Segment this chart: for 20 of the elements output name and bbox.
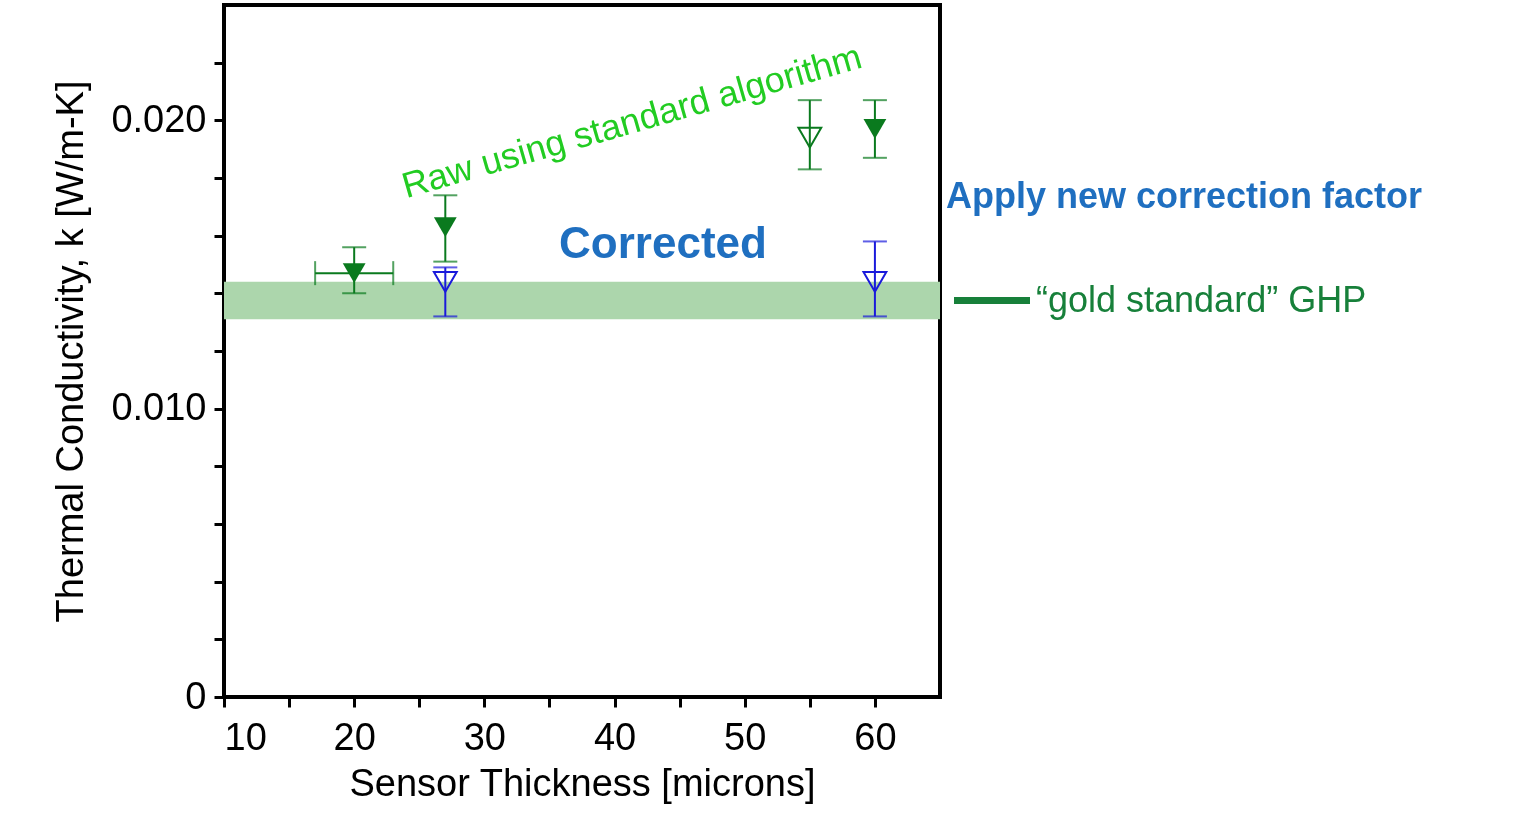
point — [863, 119, 887, 139]
text: Apply new correction factor — [946, 175, 1423, 216]
point — [862, 270, 888, 293]
x-axis-title: Sensor Thickness [microns] — [349, 761, 816, 804]
point — [342, 263, 366, 284]
x-tick-label: 30 — [463, 715, 506, 758]
x-tick-label: 50 — [724, 715, 767, 758]
y-tick-label: 0.010 — [111, 386, 207, 429]
x-tick-label: 20 — [333, 715, 376, 758]
point — [797, 126, 823, 149]
x-tick-label: 60 — [854, 715, 897, 758]
x-tick-label: 10 — [224, 715, 267, 758]
y-tick-label: 0.020 — [111, 97, 207, 140]
y-axis-title: Thermal Conductivity, k [W/m-K] — [49, 80, 92, 623]
x-tick-label: 40 — [593, 715, 637, 758]
annotation: Corrected — [559, 218, 767, 267]
band-label: “gold standard” GHP — [1036, 278, 1367, 320]
y-tick-label: 0 — [185, 674, 207, 717]
point — [433, 217, 457, 237]
point — [432, 270, 458, 293]
